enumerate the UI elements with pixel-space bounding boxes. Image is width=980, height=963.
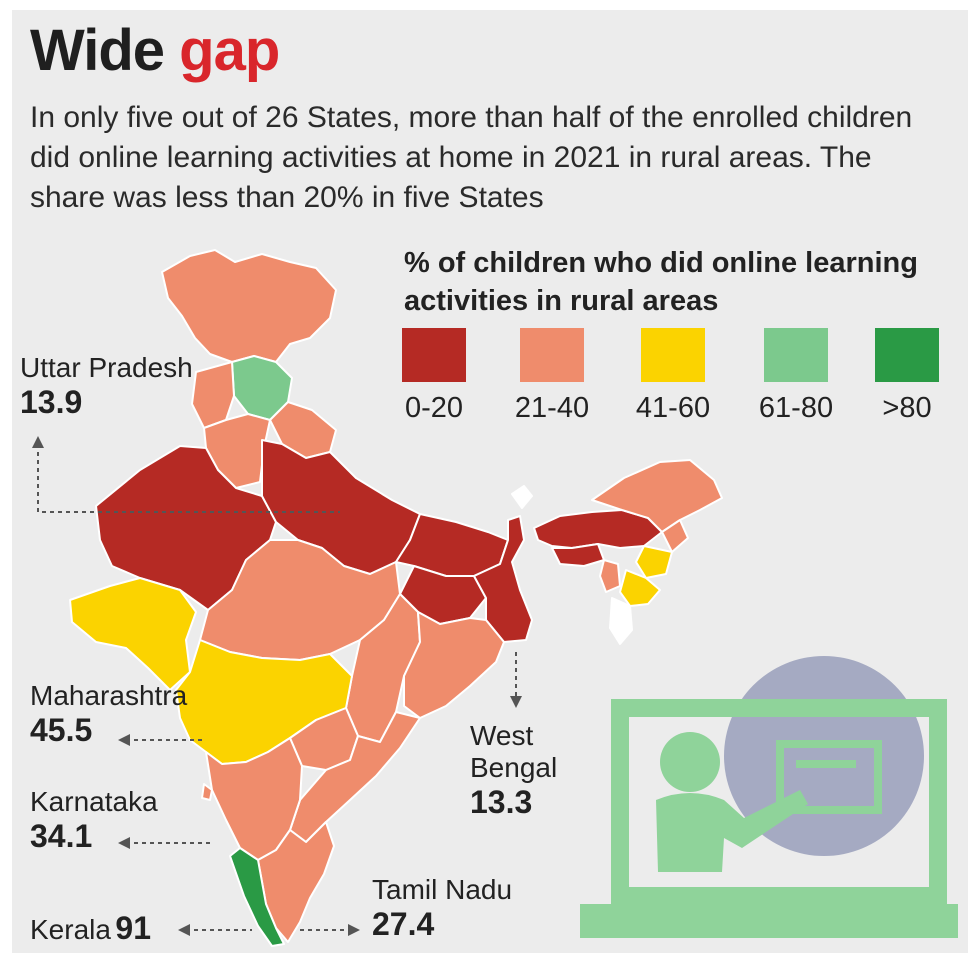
- headline: Wide gap: [30, 22, 280, 80]
- callout-karnataka: Karnataka 34.1: [30, 786, 158, 855]
- region-nagaland: [661, 519, 689, 553]
- region-manipur: [635, 545, 673, 579]
- legend-label-61-80: 61-80: [758, 392, 834, 424]
- legend-label-41-60: 41-60: [635, 392, 711, 424]
- region-goa: [201, 783, 213, 801]
- legend-swatch-41-60: [641, 328, 705, 382]
- region-jammu-kashmir: [161, 249, 337, 363]
- callout-west-bengal: West Bengal 13.3: [470, 720, 590, 821]
- region-arunachal-pradesh: [591, 459, 723, 533]
- legend-swatch-0-20: [402, 328, 466, 382]
- legend-swatch-over-80: [875, 328, 939, 382]
- region-karnataka: [205, 737, 303, 861]
- callout-karnataka-value: 34.1: [30, 818, 93, 855]
- region-sikkim: [511, 485, 533, 509]
- callout-arrowheads: [32, 436, 522, 936]
- region-west-bengal: [473, 515, 533, 643]
- callout-west-bengal-name: West Bengal: [470, 720, 558, 784]
- subtitle: In only five out of 26 States, more than…: [30, 101, 913, 214]
- legend-label-over-80: >80: [882, 392, 932, 424]
- callout-tamil-nadu-value: 27.4: [372, 906, 435, 943]
- callout-leaders: [37, 444, 517, 931]
- legend-swatch-21-40: [520, 328, 584, 382]
- callout-kerala-value: 91: [115, 910, 151, 946]
- callout-kerala: Kerala 91: [30, 910, 151, 947]
- region-odisha: [403, 611, 505, 719]
- callout-uttar-pradesh: Uttar Pradesh 13.9: [20, 352, 193, 421]
- region-meghalaya: [551, 543, 605, 567]
- region-kerala: [229, 847, 285, 947]
- callout-uttar-pradesh-value: 13.9: [20, 384, 83, 421]
- callout-maharashtra-name: Maharashtra: [30, 680, 188, 711]
- region-gujarat: [69, 577, 197, 691]
- headline-part2: gap: [179, 18, 280, 83]
- legend-label-21-40: 21-40: [514, 392, 590, 424]
- region-punjab: [191, 361, 235, 429]
- leader-uttar-pradesh: [37, 444, 340, 513]
- callout-tamil-nadu: Tamil Nadu 27.4: [372, 874, 512, 943]
- headline-part1: Wide: [30, 18, 165, 83]
- legend-swatch-61-80: [764, 328, 828, 382]
- callout-maharashtra-value: 45.5: [30, 712, 93, 749]
- callout-west-bengal-value: 13.3: [470, 784, 533, 821]
- callout-karnataka-name: Karnataka: [30, 786, 158, 817]
- callout-maharashtra: Maharashtra 45.5: [30, 680, 187, 749]
- legend-label-0-20: 0-20: [404, 392, 464, 424]
- callout-tamil-nadu-name: Tamil Nadu: [372, 874, 513, 905]
- region-tripura: [599, 559, 621, 593]
- legend-title: % of children who did online learning ac…: [404, 247, 918, 317]
- callout-uttar-pradesh-name: Uttar Pradesh: [20, 352, 193, 383]
- callout-kerala-name: Kerala: [30, 914, 111, 945]
- region-mizoram-south: [609, 597, 633, 645]
- region-mizoram: [619, 569, 661, 607]
- online-learning-laptop-icon: [580, 656, 958, 938]
